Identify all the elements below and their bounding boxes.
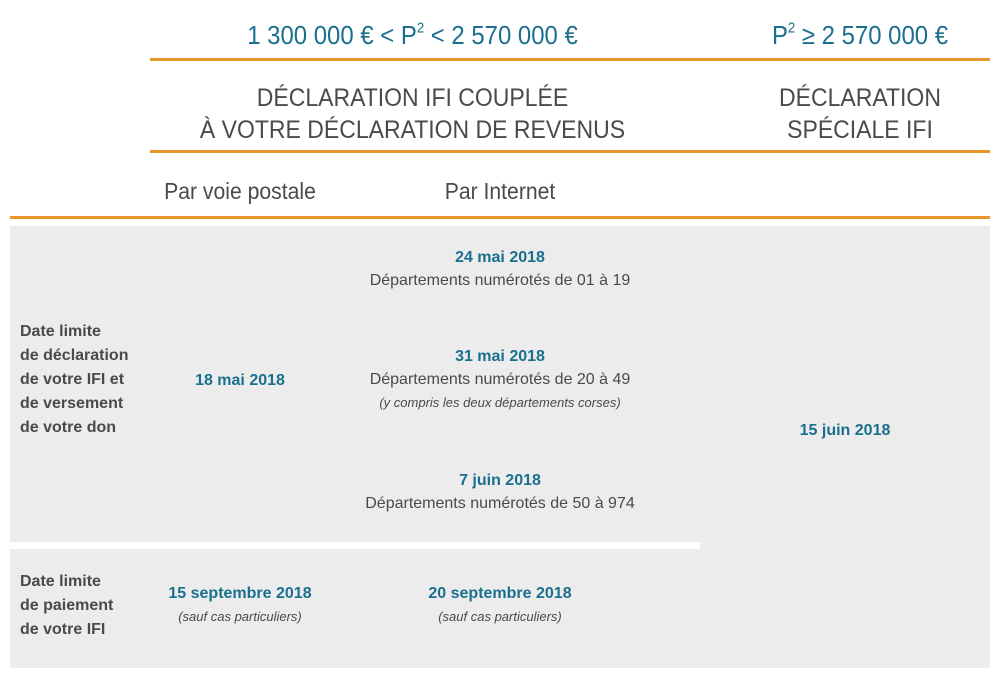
internet-date-1: 24 mai 2018 xyxy=(455,249,545,266)
internet-payment-note: (sauf cas particuliers) xyxy=(438,609,562,624)
special-declaration-date: 15 juin 2018 xyxy=(799,422,891,439)
special-column-panel xyxy=(700,226,990,668)
income-range-left: 1 300 000 € < P2 < 2 570 000 € xyxy=(171,20,654,51)
internet-deadline-block-2: 31 mai 2018 Départements numérotés de 20… xyxy=(330,346,670,414)
range-left-prefix: 1 300 000 € < P xyxy=(247,20,417,50)
internet-desc-3: Départements numérotés de 50 à 974 xyxy=(365,495,635,512)
special-title-line-2: SPÉCIALE IFI xyxy=(787,116,933,144)
orange-divider-bottom xyxy=(10,216,990,219)
declaration-row-panel xyxy=(10,226,700,542)
internet-payment-block: 20 septembre 2018 (sauf cas particuliers… xyxy=(330,582,670,628)
range-right-superscript: 2 xyxy=(787,20,796,37)
declaration-label-line-3: de votre IFI et xyxy=(20,371,125,388)
coupled-title-line-2: À VOTRE DÉCLARATION DE REVENUS xyxy=(199,116,626,144)
range-right-prefix: P xyxy=(771,20,788,50)
declaration-label-line-2: de déclaration xyxy=(20,347,129,364)
declaration-label-line-4: de versement xyxy=(20,395,124,412)
internet-deadline-block-3: 7 juin 2018 Départements numérotés de 50… xyxy=(330,470,670,516)
coupled-declaration-title: DÉCLARATION IFI COUPLÉE À VOTRE DÉCLARAT… xyxy=(171,82,654,146)
internet-desc-2: Départements numérotés de 20 à 49 xyxy=(369,371,631,388)
special-declaration-title: DÉCLARATION SPÉCIALE IFI xyxy=(740,82,979,146)
orange-divider-top xyxy=(150,58,990,61)
postal-declaration-date: 18 mai 2018 xyxy=(195,372,285,389)
payment-row-panel xyxy=(10,549,700,668)
internet-date-3: 7 juin 2018 xyxy=(459,472,541,489)
declaration-label-line-1: Date limite xyxy=(20,323,101,340)
orange-divider-middle xyxy=(150,150,990,153)
postal-payment-note: (sauf cas particuliers) xyxy=(178,609,302,624)
range-left-superscript: 2 xyxy=(416,20,425,37)
internet-date-2: 31 mai 2018 xyxy=(455,348,545,365)
payment-label-line-1: Date limite xyxy=(20,573,101,590)
coupled-title-line-1: DÉCLARATION IFI COUPLÉE xyxy=(256,84,569,112)
payment-label-line-2: de paiement xyxy=(20,597,114,614)
internet-note-2: (y compris les deux départements corses) xyxy=(379,395,621,410)
special-title-line-1: DÉCLARATION xyxy=(779,84,941,112)
internet-deadline-block-1: 24 mai 2018 Départements numérotés de 01… xyxy=(330,247,670,293)
postal-payment-block: 15 septembre 2018 (sauf cas particuliers… xyxy=(150,582,330,628)
range-left-suffix: < 2 570 000 € xyxy=(424,20,578,50)
internet-payment-date: 20 septembre 2018 xyxy=(428,585,572,602)
declaration-deadline-label: Date limite de déclaration de votre IFI … xyxy=(20,320,150,440)
income-range-right: P2 ≥ 2 570 000 € xyxy=(740,20,979,51)
internet-column-header: Par Internet xyxy=(444,178,556,204)
internet-desc-1: Départements numérotés de 01 à 19 xyxy=(369,272,631,289)
declaration-label-line-5: de votre don xyxy=(20,419,117,436)
payment-label-line-3: de votre IFI xyxy=(20,621,106,638)
payment-deadline-label: Date limite de paiement de votre IFI xyxy=(20,570,150,642)
range-right-suffix: ≥ 2 570 000 € xyxy=(795,20,949,50)
postal-column-header: Par voie postale xyxy=(164,178,316,204)
postal-payment-date: 15 septembre 2018 xyxy=(168,585,312,602)
